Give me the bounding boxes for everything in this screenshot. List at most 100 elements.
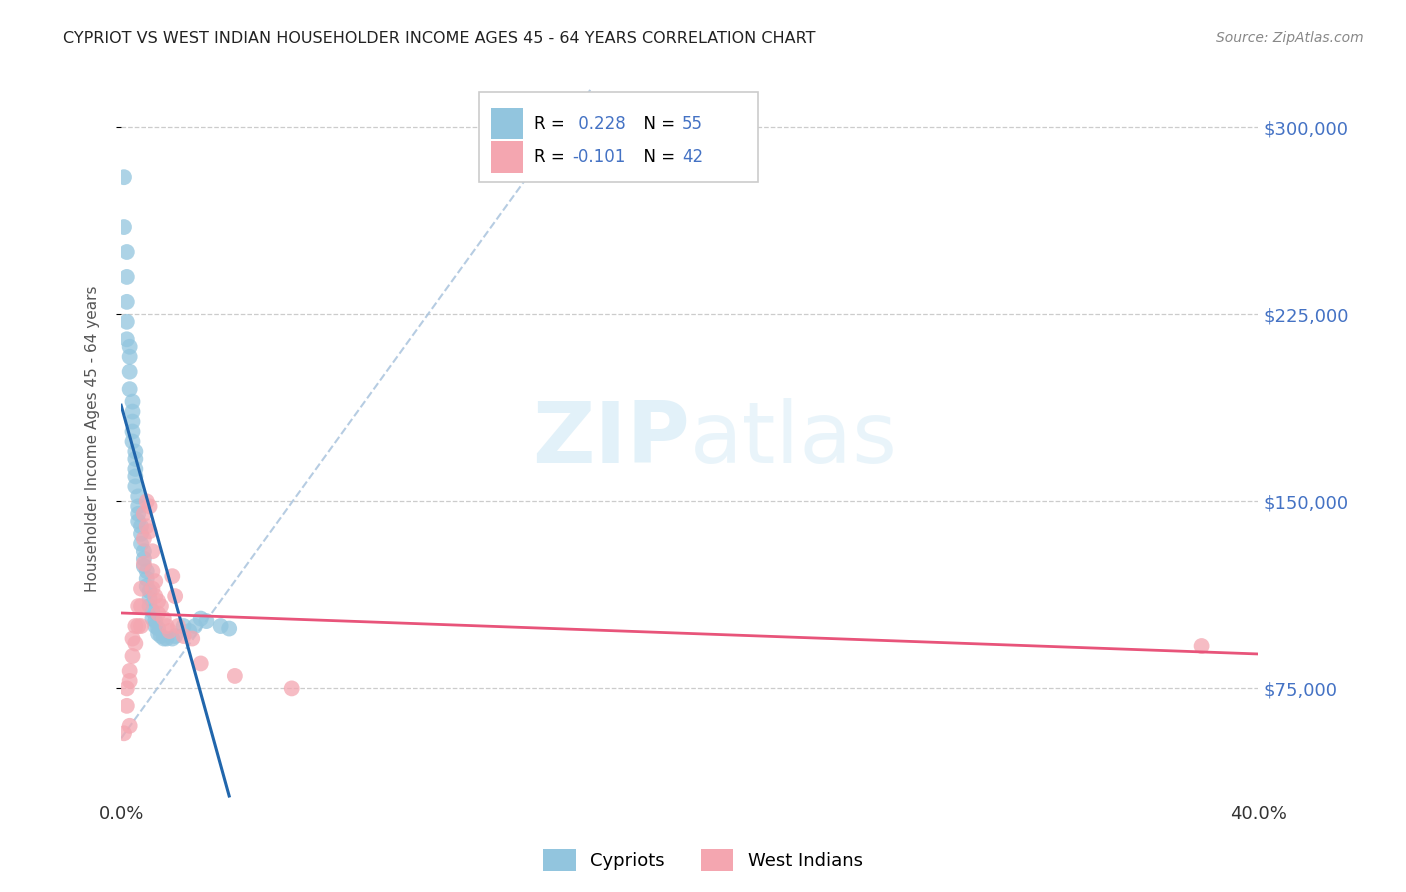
Point — [190, 611, 212, 625]
Point — [152, 632, 174, 646]
Point — [132, 557, 155, 571]
Point — [129, 619, 152, 633]
Point — [124, 444, 146, 458]
Text: 0.228: 0.228 — [572, 114, 626, 133]
Point — [121, 434, 143, 449]
Text: Source: ZipAtlas.com: Source: ZipAtlas.com — [1216, 31, 1364, 45]
Point — [141, 564, 163, 578]
Point — [121, 415, 143, 429]
Point — [141, 611, 163, 625]
Point — [138, 599, 160, 613]
Point — [115, 315, 138, 329]
Point — [280, 681, 302, 696]
Point — [124, 636, 146, 650]
Point — [127, 500, 149, 514]
Text: N =: N = — [633, 114, 681, 133]
Point — [127, 599, 149, 613]
Point — [127, 489, 149, 503]
Text: 55: 55 — [682, 114, 703, 133]
Point — [156, 632, 179, 646]
Point — [184, 619, 207, 633]
Point — [135, 572, 157, 586]
Point — [132, 559, 155, 574]
Point — [141, 604, 163, 618]
Point — [118, 365, 141, 379]
Point — [129, 519, 152, 533]
Point — [165, 589, 187, 603]
Point — [181, 632, 204, 646]
Point — [127, 507, 149, 521]
Point — [115, 294, 138, 309]
Point — [138, 591, 160, 606]
Point — [190, 657, 212, 671]
Bar — [491, 108, 523, 139]
Text: ZIP: ZIP — [531, 398, 690, 481]
Point — [129, 599, 152, 613]
Point — [118, 382, 141, 396]
Point — [127, 619, 149, 633]
Point — [149, 599, 172, 613]
Point — [132, 544, 155, 558]
Point — [118, 340, 141, 354]
Point — [135, 519, 157, 533]
Point — [224, 669, 246, 683]
Point — [115, 681, 138, 696]
Point — [149, 629, 172, 643]
Point — [162, 632, 184, 646]
Point — [112, 220, 135, 235]
Point — [118, 664, 141, 678]
Point — [124, 469, 146, 483]
Point — [121, 632, 143, 646]
Point — [124, 462, 146, 476]
Point — [179, 624, 201, 638]
Point — [152, 611, 174, 625]
Point — [132, 551, 155, 566]
Point — [124, 479, 146, 493]
Point — [1191, 639, 1213, 653]
Point — [129, 582, 152, 596]
Point — [115, 332, 138, 346]
Point — [167, 619, 190, 633]
Point — [156, 619, 179, 633]
Point — [121, 404, 143, 418]
Point — [118, 719, 141, 733]
Text: N =: N = — [633, 148, 681, 166]
Text: R =: R = — [534, 148, 569, 166]
Point — [112, 170, 135, 185]
Point — [135, 494, 157, 508]
Point — [143, 614, 166, 628]
Point — [132, 532, 155, 546]
Point — [115, 698, 138, 713]
Bar — [491, 141, 523, 173]
Point — [135, 564, 157, 578]
Legend: Cypriots, West Indians: Cypriots, West Indians — [536, 842, 870, 879]
Point — [127, 514, 149, 528]
Point — [146, 594, 169, 608]
Point — [143, 574, 166, 589]
Point — [118, 350, 141, 364]
Point — [146, 607, 169, 621]
Point — [138, 500, 160, 514]
Point — [173, 619, 195, 633]
Point — [121, 425, 143, 439]
Point — [162, 569, 184, 583]
Point — [159, 624, 181, 638]
Point — [124, 619, 146, 633]
Point — [138, 584, 160, 599]
Text: R =: R = — [534, 114, 569, 133]
Point — [115, 269, 138, 284]
Point — [132, 507, 155, 521]
Point — [121, 394, 143, 409]
Point — [141, 582, 163, 596]
Point — [138, 524, 160, 539]
Point — [165, 629, 187, 643]
FancyBboxPatch shape — [479, 92, 758, 182]
Point — [135, 579, 157, 593]
Point — [195, 614, 218, 628]
Point — [143, 589, 166, 603]
Point — [124, 452, 146, 467]
Point — [146, 626, 169, 640]
Point — [118, 673, 141, 688]
Point — [173, 629, 195, 643]
Point — [115, 245, 138, 260]
